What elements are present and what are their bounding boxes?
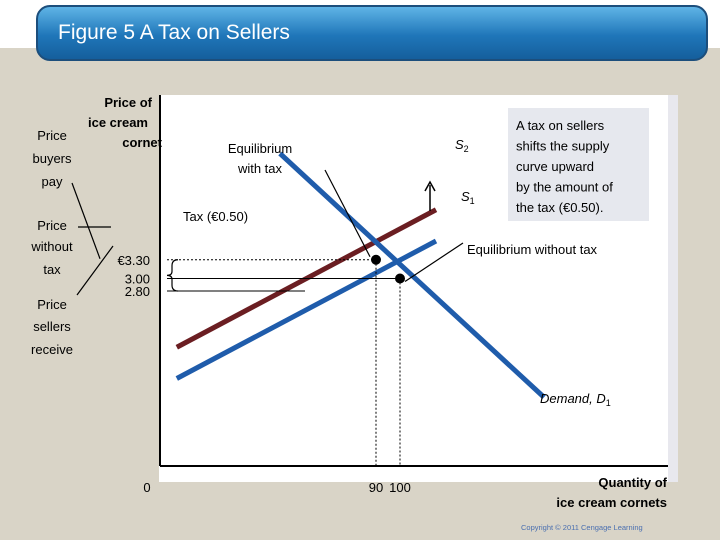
y-tick-label-3: 3.00: [125, 272, 150, 287]
point-equilibrium-with-tax: [371, 254, 381, 265]
copyright-note: Copyright © 2011 Cengage Learning: [521, 523, 643, 532]
side-label-1-line-2: buyers: [32, 151, 72, 166]
side-label-3-line-2: sellers: [33, 319, 71, 334]
series-label-s2: S2: [455, 137, 469, 154]
side-leader-buyers: [71, 182, 101, 259]
side-leader-sellers: [76, 245, 114, 296]
x-tick-label-90: 90: [369, 480, 383, 495]
equilibrium-without-tax-leader: [404, 242, 464, 282]
x-axis-label-line-1: Quantity of: [598, 475, 667, 490]
annotation-line-1: A tax on sellers: [516, 118, 605, 133]
y-axis-label-line-2: ice cream: [88, 115, 148, 130]
equilibrium-without-tax-label: Equilibrium without tax: [467, 242, 598, 257]
shift-arrow-head: [424, 180, 436, 192]
equilibrium-with-tax-leader: [324, 169, 371, 258]
annotation-box: [508, 108, 649, 221]
side-label-2-line-3: tax: [43, 262, 61, 277]
equilibrium-with-tax-label-line-1: Equilibrium: [228, 141, 292, 156]
x-tick-label-100: 100: [389, 480, 411, 495]
annotation-line-5: the tax (€0.50).: [516, 200, 603, 215]
tax-label: Tax (€0.50): [183, 209, 248, 224]
y-tick-label-2-8: 2.80: [125, 284, 150, 299]
chart-panel-shadow: [668, 95, 678, 482]
origin-label: 0: [143, 480, 150, 495]
point-equilibrium-without-tax: [395, 273, 405, 284]
side-label-1-line-1: Price: [37, 128, 67, 143]
side-label-3-line-3: receive: [31, 342, 73, 357]
annotation-line-2: shifts the supply: [516, 139, 610, 154]
side-label-1-line-3: pay: [42, 174, 63, 189]
annotation-line-4: by the amount of: [516, 180, 613, 195]
y-tick-label-3-3: €3.30: [117, 253, 150, 268]
series-line-s1: [175, 238, 438, 381]
side-label-2-line-2: without: [30, 239, 73, 254]
side-label-3-line-1: Price: [37, 297, 67, 312]
tax-brace: [166, 259, 179, 292]
x-axis-label-line-2: ice cream cornets: [556, 495, 667, 510]
y-axis-label-line-1: Price of: [104, 95, 152, 110]
title-bar: Figure 5 A Tax on Sellers: [36, 5, 708, 61]
y-axis-label-line-3: cornet: [122, 135, 162, 150]
series-label-demand: Demand, D1: [540, 391, 611, 408]
slide-title: Figure 5 A Tax on Sellers: [58, 21, 290, 44]
equilibrium-with-tax-label-line-2: with tax: [237, 161, 283, 176]
annotation-line-3: curve upward: [516, 159, 594, 174]
series-label-s1: S1: [461, 189, 475, 206]
series-line-demand: [278, 151, 546, 400]
side-label-2-line-1: Price: [37, 218, 67, 233]
